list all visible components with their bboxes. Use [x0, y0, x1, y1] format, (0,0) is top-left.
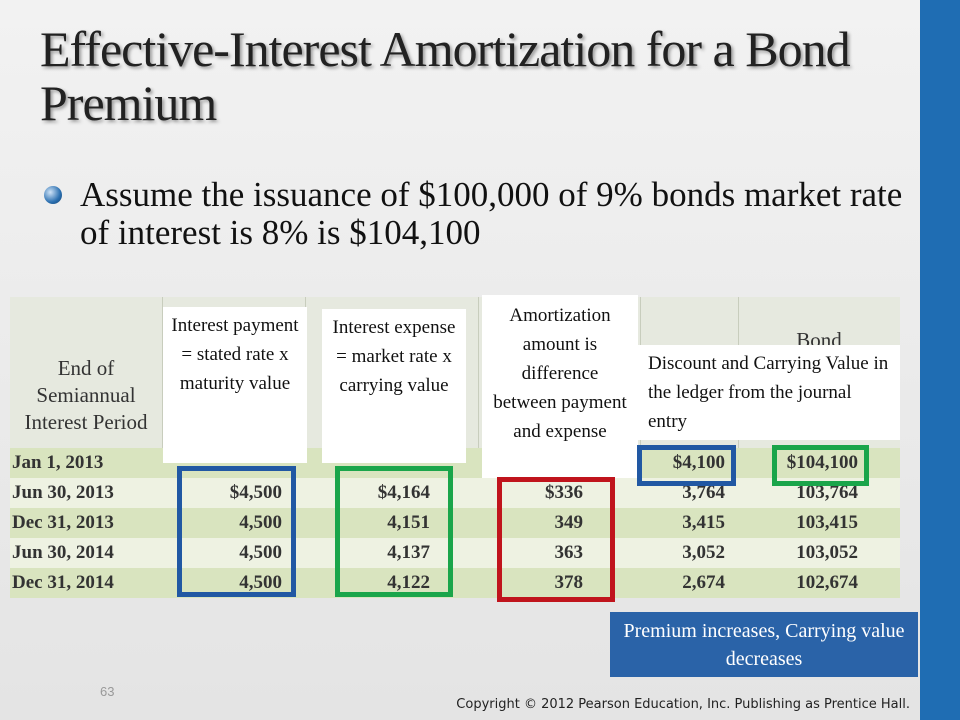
table-cell: 2,674 [682, 572, 725, 593]
table-cell: $4,100 [672, 452, 725, 473]
table-row: Jun 30, 2013 $4,500 $4,164 $336 3,764 103,764 [10, 478, 900, 508]
highlight-carrying [772, 445, 869, 486]
table-cell: $4,500 [229, 482, 282, 503]
column-divider [162, 297, 163, 598]
column-divider [478, 297, 479, 598]
callout-ledger: Discount and Carrying Value in the ledge… [638, 345, 900, 440]
callout-expense: Interest expense = market rate x carryin… [322, 309, 466, 463]
highlight-amortization [497, 477, 615, 602]
table-row: Jun 30, 2014 4,500 4,137 363 3,052 103,052 [10, 538, 900, 568]
table-cell: 349 [554, 512, 584, 533]
table-cell: 103,052 [796, 542, 858, 563]
table-cell: 102,674 [796, 572, 858, 593]
callout-amortization: Amortization amount is difference betwee… [482, 295, 638, 478]
table-cell: 4,137 [387, 542, 430, 563]
table-cell: Jun 30, 2013 [12, 482, 114, 503]
column-divider [738, 297, 739, 598]
table-cell: 4,500 [239, 572, 282, 593]
table-cell: Jun 30, 2014 [12, 542, 114, 563]
table-row: Dec 31, 2014 4,500 4,122 378 2,674 102,674 [10, 568, 900, 598]
table-cell: Dec 31, 2014 [12, 572, 114, 593]
highlight-expense [335, 466, 453, 597]
table-cell: 4,122 [387, 572, 430, 593]
table-cell: 3,764 [682, 482, 725, 503]
highlight-payment [177, 466, 296, 597]
callout-payment: Interest payment = stated rate x maturit… [163, 307, 307, 463]
table-cell: $4,164 [377, 482, 430, 503]
table-cell: 378 [554, 572, 584, 593]
table-cell: 4,500 [239, 512, 282, 533]
table-cell: 4,500 [239, 542, 282, 563]
table-row: Dec 31, 2013 4,500 4,151 349 3,415 103,415 [10, 508, 900, 538]
table-cell: Dec 31, 2013 [12, 512, 114, 533]
header-period: End of Semiannual Interest Period [24, 356, 148, 434]
table-cell: 3,415 [682, 512, 725, 533]
side-stripe [920, 0, 960, 720]
table-cell: $104,100 [786, 452, 858, 473]
table-cell: $336 [545, 482, 583, 503]
table-cell: 4,151 [387, 512, 430, 533]
table-cell: 103,764 [796, 482, 858, 503]
table-cell: Jan 1, 2013 [12, 452, 104, 473]
note-box: Premium increases, Carrying value decrea… [610, 612, 918, 677]
bullet-text: Assume the issuance of $100,000 of 9% bo… [80, 175, 903, 252]
highlight-premium [637, 445, 736, 486]
page-number: 63 [100, 684, 115, 699]
copyright: Copyright © 2012 Pearson Education, Inc.… [456, 697, 910, 712]
table-cell: 3,052 [682, 542, 725, 563]
title: Effective-Interest Amortization for a Bo… [40, 21, 851, 131]
table-cell: 363 [554, 542, 584, 563]
table-cell: 103,415 [796, 512, 858, 533]
bullet-icon [44, 186, 62, 204]
